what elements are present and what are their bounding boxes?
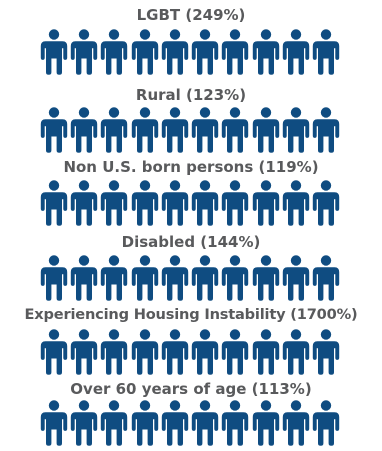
person-icon <box>191 255 219 301</box>
person-icon <box>131 180 159 226</box>
person-icon <box>312 255 340 301</box>
person-icon <box>161 29 189 75</box>
person-icon <box>221 329 249 375</box>
person-icon <box>252 329 280 375</box>
person-icon <box>252 180 280 226</box>
person-icon <box>131 29 159 75</box>
person-icon <box>221 29 249 75</box>
person-icon <box>131 400 159 446</box>
person-icon <box>221 400 249 446</box>
person-icon <box>282 180 310 226</box>
person-icon-row <box>40 400 340 446</box>
person-icon <box>161 329 189 375</box>
person-icon <box>40 29 68 75</box>
person-icon-row <box>40 180 340 226</box>
person-icon <box>282 400 310 446</box>
person-icon <box>252 400 280 446</box>
person-icon <box>312 29 340 75</box>
person-icon <box>191 329 219 375</box>
person-icon <box>282 29 310 75</box>
person-icon <box>70 329 98 375</box>
person-icon <box>70 180 98 226</box>
person-icon <box>282 329 310 375</box>
group-label: Experiencing Housing Instability (1700%) <box>24 306 358 323</box>
person-icon <box>161 180 189 226</box>
person-icon <box>100 180 128 226</box>
person-icon <box>70 255 98 301</box>
person-icon <box>100 400 128 446</box>
person-icon <box>161 255 189 301</box>
person-icon <box>131 329 159 375</box>
group-label: LGBT (249%) <box>136 6 246 24</box>
person-icon <box>252 107 280 153</box>
person-icon <box>100 255 128 301</box>
person-icon <box>282 107 310 153</box>
person-icon <box>221 107 249 153</box>
person-icon <box>131 255 159 301</box>
person-icon <box>100 329 128 375</box>
person-icon <box>312 400 340 446</box>
person-icon <box>191 180 219 226</box>
person-icon-row <box>40 29 340 75</box>
person-icon <box>40 329 68 375</box>
person-icon <box>100 107 128 153</box>
person-icon <box>252 255 280 301</box>
person-icon <box>70 400 98 446</box>
person-icon <box>40 255 68 301</box>
person-icon <box>131 107 159 153</box>
person-icon <box>312 180 340 226</box>
group-label: Over 60 years of age (113%) <box>70 380 312 398</box>
person-icon <box>40 400 68 446</box>
person-icon <box>221 255 249 301</box>
person-icon <box>40 180 68 226</box>
person-icon <box>70 107 98 153</box>
person-icon <box>312 329 340 375</box>
person-icon <box>40 107 68 153</box>
person-icon-row <box>40 107 340 153</box>
person-icon <box>252 29 280 75</box>
person-icon <box>312 107 340 153</box>
person-icon <box>282 255 310 301</box>
group-label: Non U.S. born persons (119%) <box>63 158 319 176</box>
person-icon-row <box>40 255 340 301</box>
person-icon <box>191 400 219 446</box>
person-icon <box>100 29 128 75</box>
person-icon <box>221 180 249 226</box>
person-icon <box>161 400 189 446</box>
person-icon <box>161 107 189 153</box>
person-icon-row <box>40 329 340 375</box>
group-label: Rural (123%) <box>135 86 247 104</box>
person-icon <box>191 107 219 153</box>
person-icon <box>70 29 98 75</box>
group-label: Disabled (144%) <box>121 233 261 251</box>
person-icon <box>191 29 219 75</box>
